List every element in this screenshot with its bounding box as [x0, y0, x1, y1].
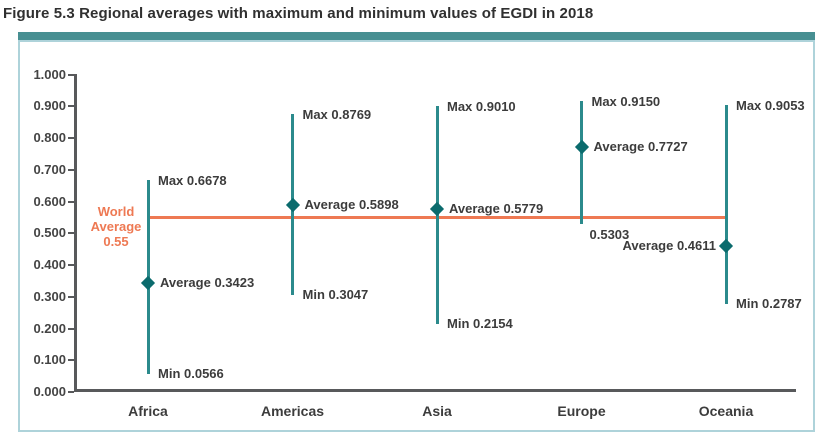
y-tick-label: 0.400	[33, 257, 66, 272]
average-marker-americas	[285, 197, 300, 212]
average-label-americas: Average 0.5898	[304, 196, 399, 212]
average-marker-asia	[429, 201, 445, 216]
chart-frame	[18, 40, 815, 432]
x-axis	[74, 389, 796, 392]
y-tick-label: 0.500	[33, 225, 66, 241]
range-line-oceania	[724, 104, 728, 304]
y-axis	[74, 74, 77, 392]
average-label-europe: Average 0.7727	[593, 138, 688, 154]
max-label-asia: Max 0.9010	[447, 98, 516, 114]
world-average-label-line: World	[97, 204, 135, 219]
range-line-europe	[580, 101, 583, 224]
y-tick-label: 0.300	[33, 288, 66, 304]
average-label-africa: Average 0.3423	[160, 275, 255, 291]
min-label-americas: Min 0.3047	[302, 287, 369, 303]
y-tick-mark	[68, 359, 74, 362]
average-label-asia: Average 0.5779	[449, 200, 544, 216]
world-average-label-line: Average	[90, 219, 142, 234]
min-label-oceania: Min 0.2787	[736, 295, 802, 311]
world-average-label-line: 0.55	[103, 234, 129, 249]
average-marker-europe	[574, 139, 589, 154]
title-underline-bar	[18, 32, 815, 40]
x-axis-label-africa: Africa	[128, 403, 168, 419]
y-tick-mark	[68, 200, 74, 203]
x-axis-label-europe: Europe	[557, 403, 606, 419]
x-axis-label-oceania: Oceania	[698, 403, 754, 419]
y-tick-mark	[68, 295, 74, 298]
average-marker-africa	[140, 276, 156, 291]
max-label-oceania: Max 0.9053	[736, 97, 805, 113]
y-tick-mark	[68, 137, 74, 139]
y-tick-mark	[68, 327, 74, 330]
max-label-africa: Max 0.6678	[158, 172, 227, 188]
y-tick-mark	[68, 391, 74, 393]
world-average-label: World Average 0.55	[88, 204, 144, 249]
y-tick-mark	[68, 73, 74, 76]
y-tick-label: 0.000	[33, 384, 66, 399]
min-label-asia: Min 0.2154	[447, 315, 513, 331]
y-tick-label: 1.000	[33, 66, 66, 82]
average-label-oceania: Average 0.4611	[622, 237, 716, 253]
y-tick-mark	[68, 105, 74, 108]
y-tick-mark	[68, 264, 74, 266]
x-axis-label-americas: Americas	[260, 403, 325, 419]
figure-title: Figure 5.3 Regional averages with maximu…	[3, 5, 594, 22]
y-tick-label: 0.100	[33, 352, 66, 368]
y-tick-mark	[68, 232, 74, 235]
y-tick-label: 0.800	[33, 130, 66, 145]
min-label-africa: Min 0.0566	[158, 366, 224, 382]
min-label-europe: 0.5303	[589, 226, 630, 242]
y-tick-label: 0.700	[33, 161, 66, 177]
average-marker-oceania	[718, 238, 734, 253]
x-axis-label-asia: Asia	[422, 403, 452, 419]
y-tick-mark	[68, 168, 74, 171]
y-tick-label: 0.600	[33, 193, 66, 209]
max-label-europe: Max 0.9150	[591, 94, 661, 110]
y-tick-label: 0.900	[33, 98, 66, 114]
max-label-americas: Max 0.8769	[302, 106, 372, 122]
y-tick-label: 0.200	[33, 320, 66, 336]
